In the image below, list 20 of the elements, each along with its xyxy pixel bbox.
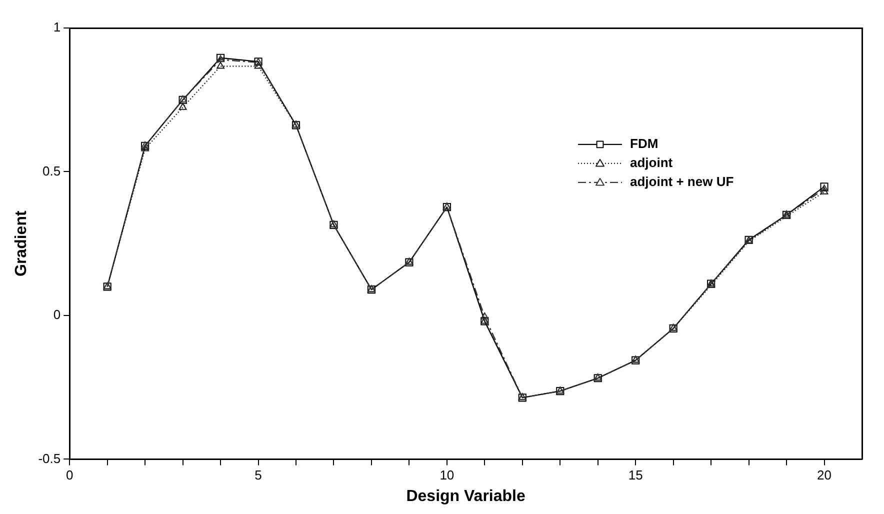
x-tick-label: 10 <box>440 468 454 483</box>
x-tick-label: 20 <box>817 468 832 483</box>
y-axis-title: Gradient <box>13 210 30 276</box>
y-tick-label: 0.5 <box>42 163 61 178</box>
x-tick-label: 5 <box>254 468 262 483</box>
point <box>820 187 828 194</box>
point <box>480 312 489 320</box>
x-tick-label: 0 <box>66 468 74 483</box>
legend-label: adjoint <box>630 155 674 170</box>
point <box>254 62 262 69</box>
point <box>178 102 187 110</box>
y-tick-label: 0 <box>53 307 61 322</box>
legend-label: FDM <box>630 136 658 151</box>
point <box>216 62 224 69</box>
y-tick-label: -0.5 <box>38 450 61 466</box>
y-tick-label: 1 <box>53 20 61 35</box>
x-tick-label: 15 <box>628 468 643 483</box>
point <box>141 144 150 152</box>
x-axis-title: Design Variable <box>406 488 526 505</box>
legend-label: adjoint + new UF <box>630 174 734 189</box>
